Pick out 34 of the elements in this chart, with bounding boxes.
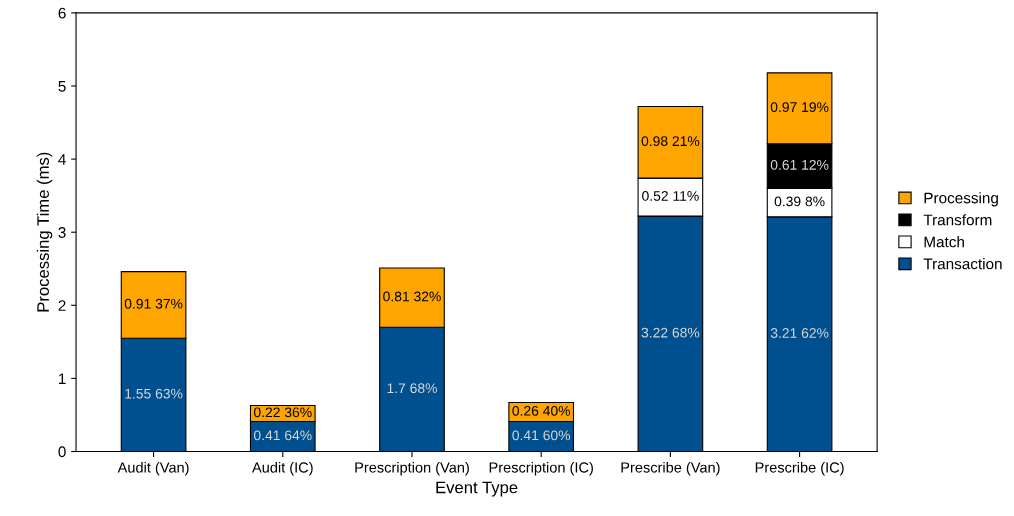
data-label: 3.22 68% xyxy=(641,327,700,338)
y-tick-label: 1 xyxy=(59,373,66,384)
data-label: 0.97 19% xyxy=(770,102,829,113)
legend-label: Processing xyxy=(924,192,998,207)
data-label: 0.41 64% xyxy=(253,430,312,441)
x-tick-label: Prescribe (IC) xyxy=(755,461,844,476)
y-tick-label: 6 xyxy=(58,7,66,19)
data-label: 0.22 36% xyxy=(253,407,312,418)
legend-label: Transform xyxy=(923,214,992,226)
data-label: 0.39 8% xyxy=(774,196,825,207)
data-label: 1.55 63% xyxy=(125,388,183,399)
y-tick-label: 2 xyxy=(58,300,66,311)
y-tick-label: 4 xyxy=(58,154,66,165)
x-tick-label: Prescription (Van) xyxy=(355,461,469,476)
data-label: 3.21 62% xyxy=(770,328,829,338)
y-tick-label: 5 xyxy=(58,81,66,92)
data-label: 0.98 21% xyxy=(641,136,700,147)
data-label: 0.41 60% xyxy=(512,430,571,441)
data-label: 0.61 12% xyxy=(770,159,829,170)
x-axis-title: Event Type xyxy=(436,481,518,497)
y-tick-label: 0 xyxy=(58,446,66,458)
x-tick-label: Audit (Van) xyxy=(117,461,189,476)
x-tick-label: Prescribe (Van) xyxy=(621,461,720,476)
data-label: 0.52 11% xyxy=(642,191,699,201)
y-tick-label: 3 xyxy=(58,227,66,238)
legend-label: Transaction xyxy=(923,258,1002,270)
data-label: 0.26 40% xyxy=(512,405,571,416)
y-axis-title: Processing Time (ms) xyxy=(36,152,53,312)
data-label: 1.7 68% xyxy=(387,383,437,394)
x-tick-label: Prescription (IC) xyxy=(489,461,593,476)
data-label: 0.91 37% xyxy=(124,298,183,309)
x-tick-label: Audit (IC) xyxy=(252,461,313,476)
legend-label: Match xyxy=(924,236,964,248)
data-label: 0.81 32% xyxy=(383,291,441,302)
